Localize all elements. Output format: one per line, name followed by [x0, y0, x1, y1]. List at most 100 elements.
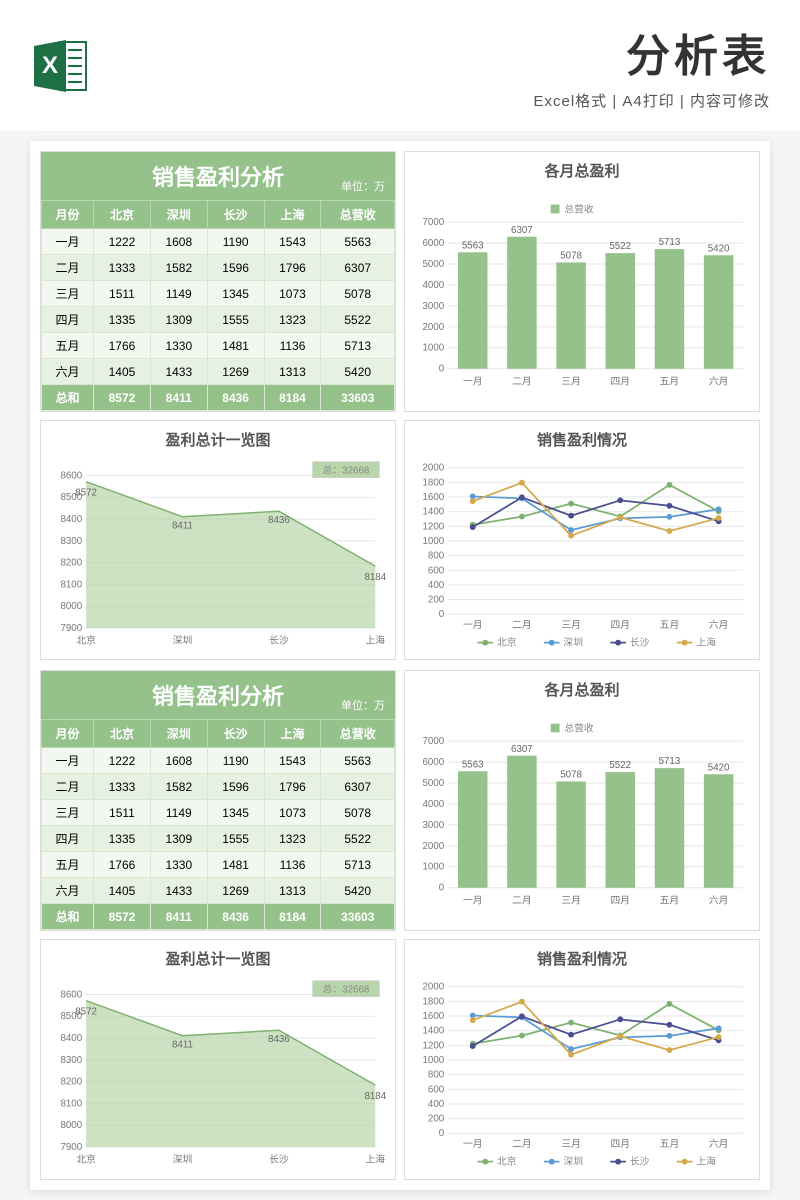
svg-text:上海: 上海: [696, 1155, 716, 1168]
line-series: [473, 1017, 719, 1047]
svg-text:5563: 5563: [462, 240, 484, 251]
profit-table: 月份北京深圳长沙上海总营收 一月12221608119015435563二月13…: [41, 200, 395, 411]
svg-text:5522: 5522: [609, 241, 631, 252]
svg-text:7000: 7000: [422, 737, 444, 748]
bar: [556, 782, 586, 888]
svg-text:五月: 五月: [660, 895, 680, 907]
profit-table: 月份北京深圳长沙上海总营收 一月12221608119015435563二月13…: [41, 719, 395, 930]
bar: [704, 255, 734, 368]
svg-text:8572: 8572: [75, 487, 97, 498]
bar: [605, 773, 635, 889]
svg-text:2000: 2000: [422, 982, 444, 993]
svg-text:5000: 5000: [422, 259, 444, 270]
table-row: 三月15111149134510735078: [42, 281, 395, 307]
bar-chart-title: 各月总盈利: [405, 671, 759, 702]
svg-text:六月: 六月: [709, 1138, 729, 1150]
svg-text:8000: 8000: [60, 601, 82, 612]
line-chart-title: 销售盈利情况: [405, 421, 759, 452]
table-unit: 单位：万: [341, 697, 385, 713]
svg-text:1000: 1000: [422, 862, 444, 873]
table-title: 销售盈利分析: [51, 160, 385, 192]
svg-text:一月: 一月: [463, 895, 483, 907]
svg-text:5713: 5713: [659, 757, 681, 768]
bar: [605, 253, 635, 369]
table-unit: 单位：万: [341, 178, 385, 194]
line-chart-panel: 销售盈利情况 020040060080010001200140016001800…: [404, 939, 760, 1179]
table-row: 六月14051433126913135420: [42, 359, 395, 385]
svg-text:1000: 1000: [422, 1055, 444, 1066]
svg-text:8300: 8300: [60, 536, 82, 547]
svg-text:800: 800: [428, 551, 445, 562]
bar: [507, 756, 537, 888]
bar-chart-svg: 总营收010002000300040005000600070005563一月63…: [411, 706, 753, 911]
svg-text:总：32668: 总：32668: [323, 983, 370, 996]
svg-text:总：32668: 总：32668: [323, 464, 370, 477]
line-chart-svg: 0200400600800100012001400160018002000一月二…: [411, 975, 753, 1170]
bar: [458, 252, 488, 368]
svg-text:1000: 1000: [422, 536, 444, 547]
svg-text:8400: 8400: [60, 1033, 82, 1044]
svg-text:三月: 三月: [561, 895, 581, 907]
svg-text:3000: 3000: [422, 820, 444, 831]
table-panel: 销售盈利分析 单位：万 月份北京深圳长沙上海总营收 一月122216081190…: [40, 670, 396, 931]
table-row: 一月12221608119015435563: [42, 229, 395, 255]
svg-text:四月: 四月: [610, 895, 630, 907]
svg-text:600: 600: [428, 1085, 445, 1096]
bar-chart-title: 各月总盈利: [405, 152, 759, 183]
table-row: 二月13331582159617966307: [42, 774, 395, 800]
area-chart-title: 盈利总计一览图: [41, 940, 395, 971]
dashboard-page: 销售盈利分析 单位：万 月份北京深圳长沙上海总营收 一月122216081190…: [30, 141, 770, 1190]
bar-chart-panel: 各月总盈利 总营收0100020003000400050006000700055…: [404, 151, 760, 412]
svg-text:六月: 六月: [709, 375, 729, 387]
svg-text:长沙: 长沙: [269, 1154, 289, 1166]
table-sum-row: 总和857284118436818433603: [42, 385, 395, 411]
table-row: 三月15111149134510735078: [42, 800, 395, 826]
svg-text:8411: 8411: [172, 520, 193, 531]
svg-text:X: X: [42, 52, 58, 79]
svg-text:400: 400: [428, 580, 445, 591]
svg-text:400: 400: [428, 1099, 445, 1110]
table-row: 五月17661330148111365713: [42, 333, 395, 359]
area-chart-svg: 79008000810082008300840085008600北京8572深圳…: [47, 975, 389, 1170]
line-chart-panel: 销售盈利情况 020040060080010001200140016001800…: [404, 420, 760, 660]
svg-text:8100: 8100: [60, 579, 82, 590]
svg-text:5078: 5078: [560, 251, 582, 262]
bar-chart-panel: 各月总盈利 总营收0100020003000400050006000700055…: [404, 670, 760, 931]
svg-text:北京: 北京: [497, 636, 517, 649]
svg-text:5420: 5420: [708, 243, 730, 254]
svg-text:深圳: 深圳: [563, 1156, 583, 1168]
svg-text:5713: 5713: [659, 237, 681, 248]
svg-text:7900: 7900: [60, 623, 82, 634]
svg-text:总营收: 总营收: [564, 722, 594, 735]
svg-text:3000: 3000: [422, 301, 444, 312]
svg-text:长沙: 长沙: [630, 1156, 650, 1168]
table-header-row: 月份北京深圳长沙上海总营收: [42, 201, 395, 229]
svg-text:8200: 8200: [60, 1077, 82, 1088]
svg-text:长沙: 长沙: [630, 637, 650, 649]
svg-text:8200: 8200: [60, 558, 82, 569]
svg-text:5000: 5000: [422, 778, 444, 789]
svg-text:2000: 2000: [422, 463, 444, 474]
svg-text:8300: 8300: [60, 1055, 82, 1066]
svg-text:北京: 北京: [76, 1153, 96, 1166]
svg-text:四月: 四月: [610, 375, 630, 387]
svg-text:二月: 二月: [512, 619, 532, 631]
svg-text:1400: 1400: [422, 1026, 444, 1037]
svg-text:上海: 上海: [696, 636, 716, 649]
table-row: 四月13351309155513235522: [42, 307, 395, 333]
area-chart-panel: 盈利总计一览图 79008000810082008300840085008600…: [40, 420, 396, 660]
area-chart-panel: 盈利总计一览图 79008000810082008300840085008600…: [40, 939, 396, 1179]
svg-text:8400: 8400: [60, 514, 82, 525]
table-row: 四月13351309155513235522: [42, 826, 395, 852]
bar: [556, 262, 586, 368]
table-row: 六月14051433126913135420: [42, 878, 395, 904]
svg-text:5420: 5420: [708, 763, 730, 774]
svg-text:2000: 2000: [422, 841, 444, 852]
svg-text:1000: 1000: [422, 343, 444, 354]
svg-text:0: 0: [439, 609, 445, 620]
svg-text:6000: 6000: [422, 757, 444, 768]
svg-text:8184: 8184: [364, 1091, 386, 1102]
svg-text:200: 200: [428, 1114, 445, 1125]
svg-text:5078: 5078: [560, 770, 582, 781]
svg-text:2000: 2000: [422, 322, 444, 333]
